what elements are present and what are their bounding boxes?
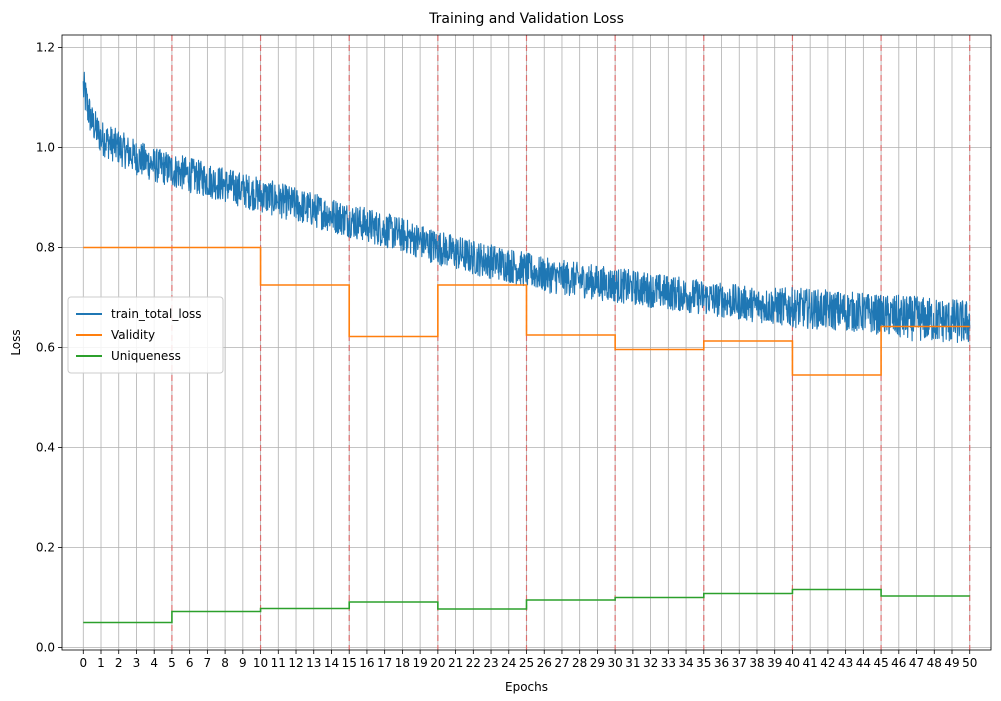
- epoch-markers: [171, 35, 971, 650]
- x-tick-label: 19: [412, 656, 427, 670]
- x-tick-label: 12: [288, 656, 303, 670]
- x-tick-label: 25: [519, 656, 534, 670]
- x-tick-label: 14: [324, 656, 339, 670]
- series-line-validity: [83, 246, 970, 376]
- y-tick-label: 0.6: [36, 341, 55, 355]
- x-tick-label: 45: [873, 656, 888, 670]
- legend-box: [67, 296, 224, 374]
- x-tick-label: 22: [466, 656, 481, 670]
- x-tick-label: 41: [803, 656, 818, 670]
- x-tick-label: 32: [643, 656, 658, 670]
- y-tick-label: 0.0: [36, 641, 55, 655]
- x-tick-label: 48: [927, 656, 942, 670]
- legend-label: Uniqueness: [111, 349, 181, 363]
- legend-label: train_total_loss: [111, 307, 202, 321]
- x-tick-label: 43: [838, 656, 853, 670]
- y-tick-label: 1.2: [36, 41, 55, 55]
- x-tick-label: 3: [133, 656, 141, 670]
- x-tick-label: 1: [97, 656, 105, 670]
- x-tick-label: 30: [608, 656, 623, 670]
- y-tick-label: 1.0: [36, 141, 55, 155]
- x-tick-label: 36: [714, 656, 729, 670]
- x-tick-label: 34: [678, 656, 693, 670]
- series-line-uniqueness: [83, 588, 970, 624]
- x-tick-label: 37: [732, 656, 747, 670]
- x-tick-label: 18: [395, 656, 410, 670]
- axes: [58, 34, 992, 654]
- x-tick-label: 42: [820, 656, 835, 670]
- series-lines: [82, 71, 971, 624]
- x-tick-label: 28: [572, 656, 587, 670]
- x-tick-label: 24: [501, 656, 516, 670]
- x-tick-label: 29: [590, 656, 605, 670]
- x-tick-label: 47: [909, 656, 924, 670]
- x-tick-label: 40: [785, 656, 800, 670]
- y-tick-label: 0.2: [36, 541, 55, 555]
- chart-title: Training and Validation Loss: [428, 11, 624, 27]
- x-tick-label: 6: [186, 656, 194, 670]
- x-tick-label: 38: [749, 656, 764, 670]
- series-line-train-total-loss: [82, 71, 971, 343]
- plot-frame: [61, 34, 992, 651]
- x-tick-label: 20: [430, 656, 445, 670]
- x-tick-label: 27: [554, 656, 569, 670]
- x-tick-label: 50: [962, 656, 977, 670]
- x-tick-label: 10: [253, 656, 268, 670]
- x-tick-label: 15: [342, 656, 357, 670]
- x-tick-label: 4: [150, 656, 158, 670]
- x-tick-label: 21: [448, 656, 463, 670]
- x-tick-label: 16: [359, 656, 374, 670]
- x-tick-label: 11: [271, 656, 286, 670]
- legend: train_total_loss Validity Uniqueness: [67, 296, 224, 374]
- x-tick-label: 44: [856, 656, 871, 670]
- x-tick-label: 9: [239, 656, 247, 670]
- tick-labels: 0 1 2 3 4 5 6 7 8 9 10 11 12 13 14 15 16 17 18 19 20 21 22 23 24…: [36, 41, 977, 671]
- x-tick-label: 0: [79, 656, 87, 670]
- y-tick-label: 0.4: [36, 441, 55, 455]
- x-tick-label: 17: [377, 656, 392, 670]
- x-tick-label: 8: [221, 656, 229, 670]
- x-tick-label: 46: [891, 656, 906, 670]
- x-tick-label: 23: [483, 656, 498, 670]
- x-tick-label: 13: [306, 656, 321, 670]
- y-tick-label: 0.8: [36, 241, 55, 255]
- x-tick-label: 31: [625, 656, 640, 670]
- x-tick-label: 39: [767, 656, 782, 670]
- x-tick-label: 49: [944, 656, 959, 670]
- x-tick-label: 26: [537, 656, 552, 670]
- x-tick-label: 33: [661, 656, 676, 670]
- x-tick-label: 2: [115, 656, 123, 670]
- legend-label: Validity: [111, 328, 155, 342]
- x-axis-label: Epochs: [505, 680, 548, 694]
- y-axis-label: Loss: [9, 329, 23, 355]
- x-tick-label: 35: [696, 656, 711, 670]
- x-tick-label: 7: [204, 656, 212, 670]
- x-tick-label: 5: [168, 656, 176, 670]
